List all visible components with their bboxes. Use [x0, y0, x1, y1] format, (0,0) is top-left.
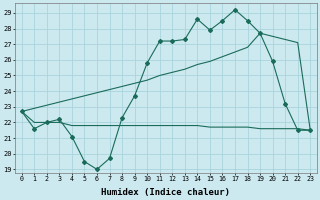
X-axis label: Humidex (Indice chaleur): Humidex (Indice chaleur) — [101, 188, 230, 197]
